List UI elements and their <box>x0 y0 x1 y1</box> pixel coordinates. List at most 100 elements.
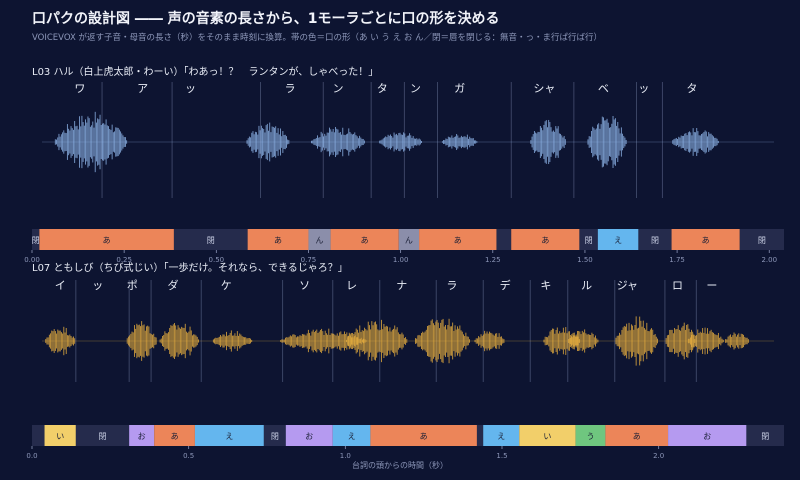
mouth-segment-label: 閉 <box>761 432 769 441</box>
mouth-segment <box>154 425 195 446</box>
mora-label: ア <box>137 82 148 95</box>
mouth-segment <box>32 425 45 446</box>
mouth-segment <box>263 425 286 446</box>
mora-label: キ <box>540 279 551 292</box>
mouth-segment <box>419 229 497 250</box>
mouth-segment <box>519 425 576 446</box>
mouth-segment-label: お <box>138 432 146 441</box>
mouth-segment <box>597 229 639 250</box>
mouth-segment-label: あ <box>274 236 282 245</box>
mouth-segment-label: ん <box>316 236 324 245</box>
mora-label: ッ <box>185 82 196 95</box>
mouth-segment-label: い <box>56 432 64 441</box>
mouth-segment-label: え <box>225 432 233 441</box>
mouth-segment <box>308 229 331 250</box>
mora-label: ラ <box>446 279 457 292</box>
line2-label: L07 ともしび（ちび式じい）「一歩だけ。それなら、できるじゃろ？」 <box>32 263 348 274</box>
mora-label: タ <box>686 82 697 95</box>
page-title: 口パクの設計図 ―― 声の音素の長さから、1モーラごとに口の形を決める <box>32 11 500 27</box>
x-tick-label: 1.0 <box>340 452 351 460</box>
mouth-segment <box>247 229 309 250</box>
mouth-segment-label: い <box>543 432 551 441</box>
mouth-segment-label: 閉 <box>207 236 215 245</box>
mouth-segment <box>75 425 130 446</box>
x-tick-label: 1.5 <box>496 452 507 460</box>
mora-label: タ <box>377 82 388 95</box>
x-tick-label: 1.75 <box>669 256 685 264</box>
mouth-segment <box>579 229 598 250</box>
mora-label: ガ <box>454 82 465 95</box>
mora-label: ナ <box>396 279 407 292</box>
mouth-segment-label: お <box>305 432 313 441</box>
mouth-segment <box>39 229 174 250</box>
x-axis-label: 台詞の頭からの時間（秒） <box>352 461 448 470</box>
x-tick-label: 1.25 <box>485 256 501 264</box>
mouth-segment-label: う <box>587 432 595 441</box>
mouth-segment-label: ん <box>405 236 413 245</box>
line2-timeline: イ ッ ポ ダ ケ ソ レ ナ ラ デ キ ル ジャ ロ ーい 閉 お あ え 閉 お え あ え い う あ お 閉 0.0 0.5 1.0… <box>26 278 784 460</box>
mouth-segment-label: あ <box>420 432 428 441</box>
mouth-segment <box>332 425 371 446</box>
mouth-segment <box>44 425 76 446</box>
mouth-segment <box>285 425 333 446</box>
mouth-segment-label: え <box>348 432 356 441</box>
mouth-segment-label: 閉 <box>32 236 40 245</box>
x-tick-label: 0.5 <box>183 452 194 460</box>
x-tick-label: 0.50 <box>209 256 225 264</box>
mouth-segment-label: お <box>703 432 711 441</box>
mora-label: ケ <box>221 279 232 292</box>
line1-label: L03 ハル（白上虎太郎・わーい）「わあっ！？ ランタンが、しゃべった！」 <box>32 67 379 78</box>
mouth-segment <box>511 229 580 250</box>
x-tick-label: 0.25 <box>116 256 132 264</box>
mouth-segment <box>32 229 40 250</box>
mouth-segment <box>483 425 520 446</box>
mouth-segment <box>496 229 512 250</box>
x-tick-label: 2.0 <box>653 452 664 460</box>
mora-label: ダ <box>168 278 179 292</box>
x-tick-label: 0.75 <box>301 256 317 264</box>
mouth-segment-label: 閉 <box>758 236 766 245</box>
mouth-segment <box>370 425 477 446</box>
mouth-segment <box>398 229 420 250</box>
mora-label: ン <box>332 82 343 95</box>
mora-label: ポ <box>127 279 138 292</box>
mouth-segment <box>129 425 155 446</box>
mouth-segment-label: あ <box>541 236 549 245</box>
mora-label: レ <box>346 279 357 292</box>
mouth-segment <box>194 425 264 446</box>
mora-label: イ <box>55 279 66 292</box>
mora-label: ソ <box>299 279 310 292</box>
x-tick-label: 1.50 <box>577 256 593 264</box>
mora-label: ッ <box>638 82 649 95</box>
mouth-segment <box>739 229 784 250</box>
mora-label: ジャ <box>617 279 638 292</box>
mouth-segment-label: 閉 <box>271 432 279 441</box>
x-tick-label: 0.0 <box>26 452 37 460</box>
mora-label: ン <box>410 82 421 95</box>
mouth-segment <box>476 425 484 446</box>
mouth-segment-label: え <box>614 236 622 245</box>
mora-label: ロ <box>672 279 683 292</box>
mora-label: ー <box>706 279 717 292</box>
mouth-segment <box>746 425 784 446</box>
mouth-segment-label: あ <box>633 432 641 441</box>
mouth-segment-label: 閉 <box>651 236 659 245</box>
mora-label: デ <box>500 278 511 292</box>
mouth-segment <box>671 229 740 250</box>
mouth-segment-label: え <box>497 432 505 441</box>
x-tick-label: 0.00 <box>24 256 40 264</box>
mouth-segment <box>638 229 672 250</box>
line1-timeline: ワ ア ッ ラ ン タ ン ガ シャ ベ ッ タ閉 あ 閉 あ ん あ ん あ あ 閉 え 閉 あ 閉 0.00 0.25 0.50 0… <box>24 82 784 264</box>
mora-label: ラ <box>285 82 296 95</box>
mora-label: シャ <box>533 82 555 95</box>
page-subtitle: VOICEVOX が返す子音・母音の長さ（秒）をそのまま時刻に換算。帯の色＝口の… <box>32 33 603 43</box>
mouth-segment-label: あ <box>171 432 179 441</box>
mora-label: ベ <box>598 82 609 95</box>
mouth-segment-label: 閉 <box>99 432 107 441</box>
mouth-segment <box>330 229 399 250</box>
mora-label: ル <box>581 279 592 292</box>
mouth-segment-label: あ <box>454 236 462 245</box>
mouth-segment-label: 閉 <box>585 236 593 245</box>
mora-label: ワ <box>74 82 85 95</box>
x-tick-label: 1.00 <box>393 256 409 264</box>
